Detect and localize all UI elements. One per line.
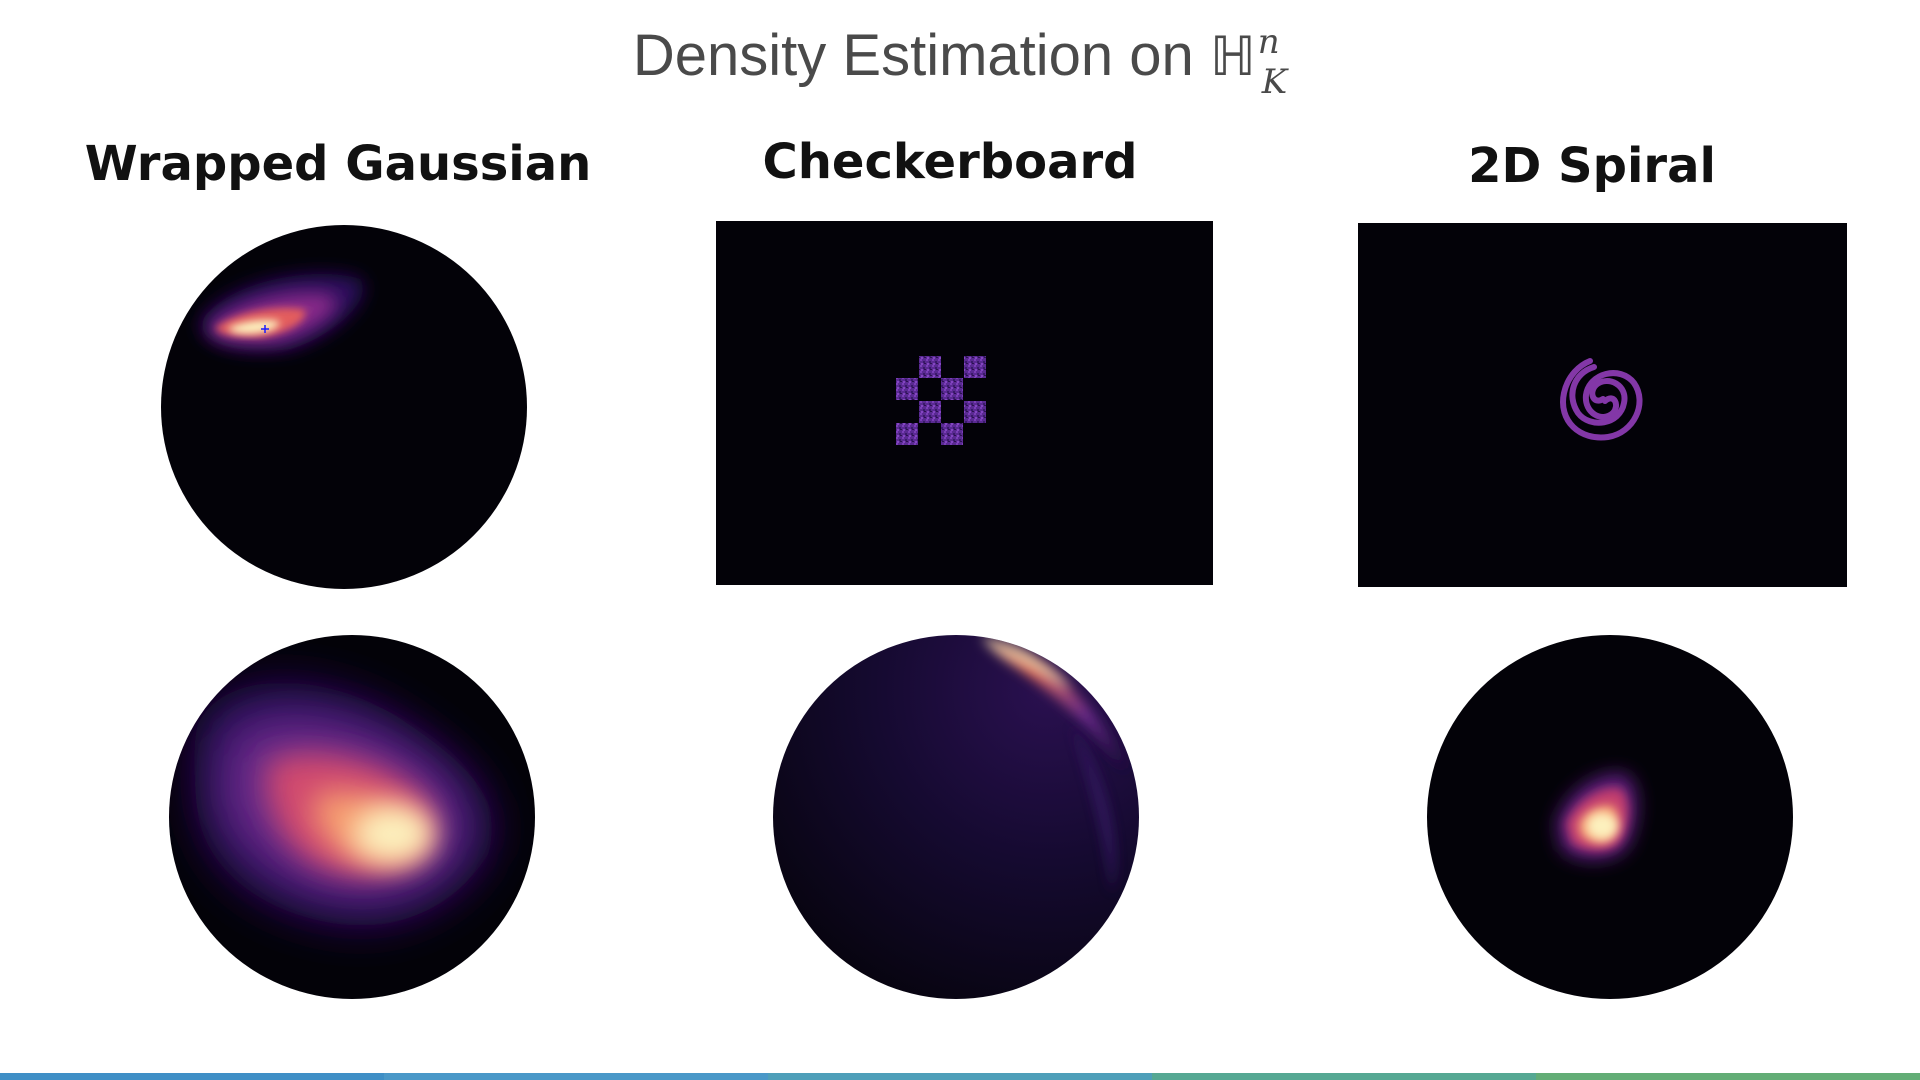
- hyperbolic-space-symbol: ℍnK: [1209, 22, 1287, 102]
- superscript-n: n: [1257, 22, 1280, 62]
- blackboard-h: ℍ: [1209, 25, 1256, 88]
- checkerboard-target-plot: [716, 221, 1213, 585]
- wrapped-gaussian-target-disk: [160, 224, 528, 590]
- footer-accent-bar: [0, 1073, 1920, 1080]
- checkerboard-squares: [896, 356, 986, 445]
- footer-segment: [1536, 1073, 1920, 1080]
- footer-segment: [1152, 1073, 1536, 1080]
- column-title-wrapped-gaussian: Wrapped Gaussian: [84, 136, 592, 192]
- spiral-arms: [1560, 358, 1643, 441]
- column-title-2d-spiral: 2D Spiral: [1468, 138, 1716, 194]
- marker-plus: [261, 325, 269, 333]
- footer-segment: [384, 1073, 768, 1080]
- column-title-checkerboard: Checkerboard: [762, 134, 1138, 190]
- slide-title: Density Estimation on ℍnK: [0, 22, 1920, 102]
- footer-segment: [0, 1073, 384, 1080]
- slide-title-text: Density Estimation on: [632, 23, 1210, 88]
- checkerboard-learned-disk: [772, 634, 1140, 1000]
- subscript-k: K: [1261, 62, 1288, 102]
- wrapped-gaussian-learned-disk: [168, 634, 536, 1000]
- spiral-target-plot: [1358, 223, 1847, 587]
- spiral-learned-disk: [1426, 634, 1794, 1000]
- footer-segment: [768, 1073, 1152, 1080]
